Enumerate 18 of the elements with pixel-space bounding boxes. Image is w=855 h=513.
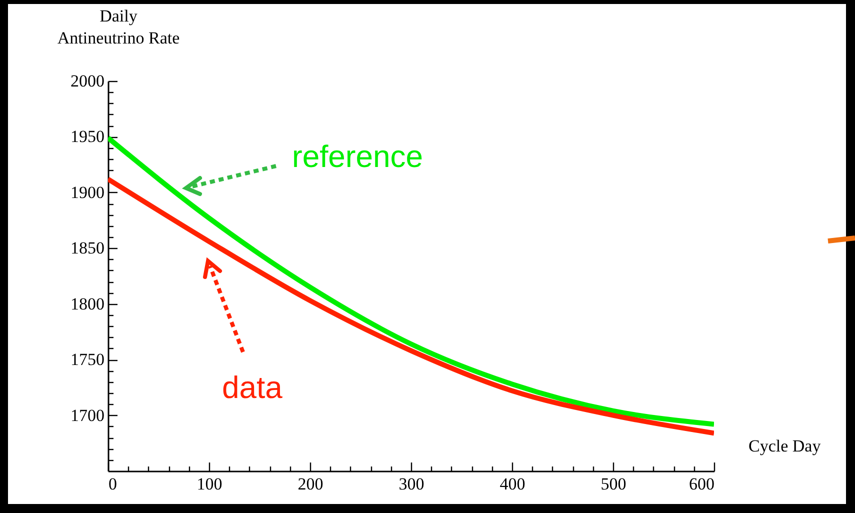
y-tick-label: 1950 [70, 127, 104, 146]
y-tick-label: 1900 [70, 182, 104, 202]
y-tick-label: 1700 [70, 406, 104, 425]
x-tick-label: 200 [298, 474, 324, 494]
text: data [222, 370, 284, 405]
y-tick-label: 1850 [70, 238, 104, 258]
x-tick-label: 300 [398, 474, 424, 494]
y-tick-label: 2000 [70, 72, 104, 90]
x-tick-label: 400 [500, 474, 526, 494]
text: reference [292, 139, 423, 174]
x-axis-title: Cycle Day [748, 436, 822, 456]
x-tick-label: 100 [196, 474, 222, 494]
y-tick-label: 1800 [70, 294, 104, 314]
y-tick-label: 1750 [70, 350, 104, 370]
x-tick-label: 0 [108, 474, 117, 494]
y-axis-title: Daily Antineutrino Rate [57, 6, 180, 48]
x-tick-label: 600 [689, 474, 714, 494]
x-tick-label: 500 [600, 474, 626, 494]
